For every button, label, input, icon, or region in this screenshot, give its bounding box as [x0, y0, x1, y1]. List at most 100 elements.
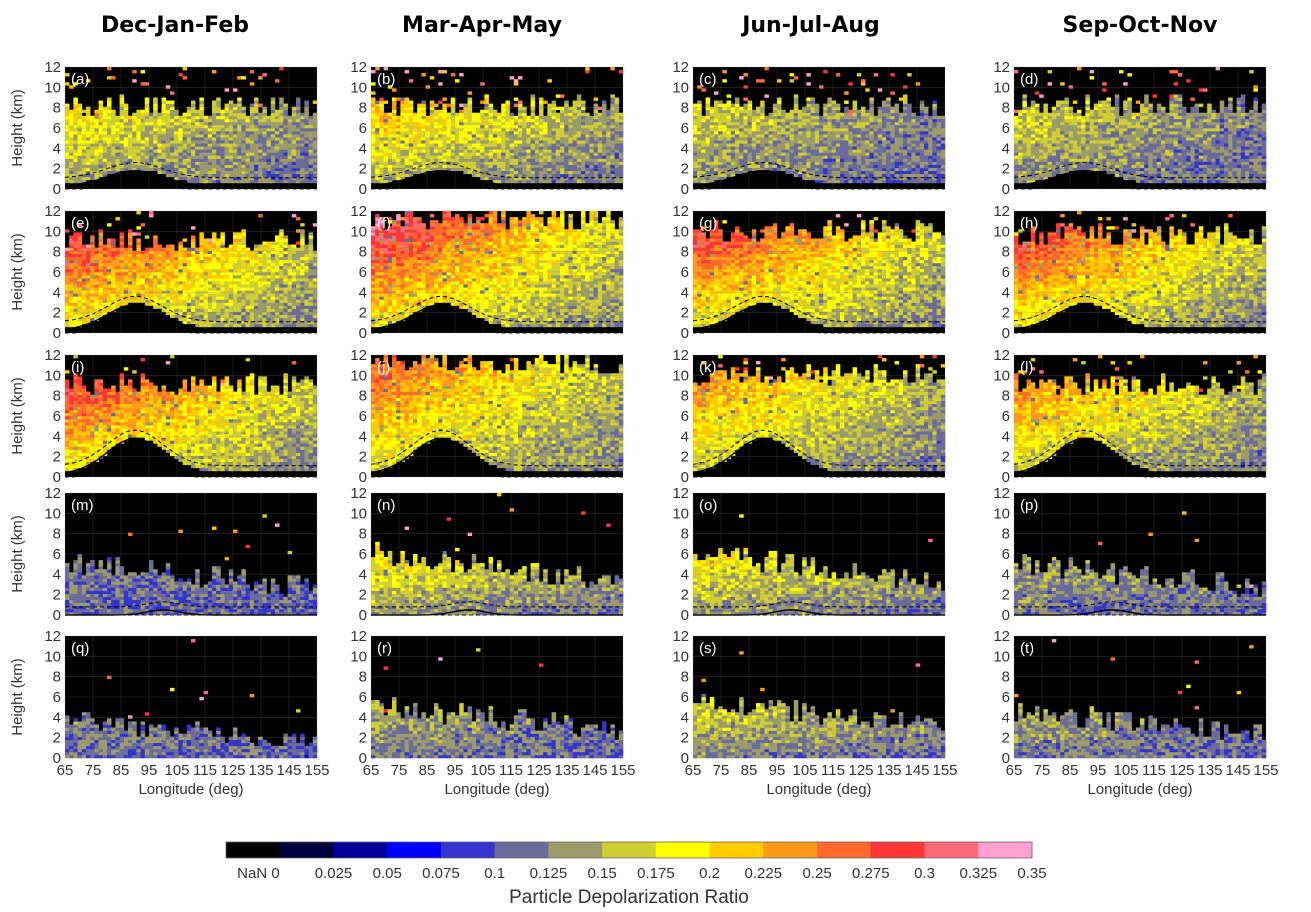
- heatmap-cell: [149, 137, 154, 140]
- heatmap-cell: [283, 159, 288, 162]
- heatmap-cell: [384, 152, 389, 155]
- heatmap-cell: [756, 140, 761, 143]
- heatmap-cell: [610, 180, 615, 183]
- heatmap-cell: [539, 113, 544, 116]
- heatmap-cell: [878, 140, 883, 143]
- heatmap-cell: [170, 110, 175, 113]
- heatmap-cell: [594, 146, 599, 149]
- heatmap-cell: [262, 134, 267, 137]
- heatmap-cell: [476, 116, 481, 119]
- heatmap-cell: [69, 180, 74, 183]
- heatmap-cell: [886, 98, 891, 101]
- heatmap-cell: [73, 143, 78, 146]
- heatmap-cell: [455, 116, 460, 119]
- heatmap-cell: [271, 159, 276, 162]
- heatmap-cell: [610, 116, 615, 119]
- heatmap-cell: [606, 134, 611, 137]
- heatmap-cell: [300, 143, 305, 146]
- heatmap-cell: [472, 146, 477, 149]
- heatmap-cell: [895, 171, 900, 174]
- heatmap-cell: [472, 134, 477, 137]
- heatmap-cell: [920, 180, 925, 183]
- heatmap-cell: [195, 110, 200, 113]
- heatmap-cell: [212, 159, 217, 162]
- heatmap-cell: [522, 180, 527, 183]
- heatmap-cell: [463, 113, 468, 116]
- heatmap-cell: [459, 119, 464, 122]
- heatmap-cell: [701, 152, 706, 155]
- heatmap-cell: [451, 122, 456, 125]
- heatmap-cell: [392, 110, 397, 113]
- heatmap-cell: [489, 146, 494, 149]
- heatmap-cell: [174, 143, 179, 146]
- heatmap-cell: [916, 159, 921, 162]
- heatmap-cell: [283, 140, 288, 143]
- heatmap-cell: [598, 143, 603, 146]
- heatmap-cell: [543, 171, 548, 174]
- heatmap-cell: [300, 149, 305, 152]
- heatmap-cell: [581, 159, 586, 162]
- heatmap-cell: [178, 159, 183, 162]
- heatmap-cell: [463, 131, 468, 134]
- heatmap-cell: [924, 174, 929, 177]
- heatmap-cell: [136, 152, 141, 155]
- heatmap-cell: [505, 140, 510, 143]
- heatmap-cell: [706, 152, 711, 155]
- heatmap-cell: [304, 165, 309, 168]
- heatmap-cell: [598, 137, 603, 140]
- heatmap-cell: [229, 113, 234, 116]
- heatmap-cell: [756, 134, 761, 137]
- heatmap-cell: [853, 171, 858, 174]
- heatmap-cell: [518, 119, 523, 122]
- heatmap-cell: [442, 116, 447, 119]
- heatmap-cell: [426, 119, 431, 122]
- heatmap-cell: [375, 162, 380, 165]
- heatmap-cell: [903, 131, 908, 134]
- heatmap-cell: [472, 152, 477, 155]
- heatmap-cell: [869, 131, 874, 134]
- heatmap-cell: [99, 110, 104, 113]
- heatmap-cell: [526, 152, 531, 155]
- heatmap-cell: [790, 140, 795, 143]
- heatmap-cell: [283, 113, 288, 116]
- heatmap-cell: [136, 165, 141, 168]
- heatmap-cell: [438, 70, 443, 73]
- heatmap-cell: [421, 73, 426, 76]
- heatmap-cell: [564, 140, 569, 143]
- heatmap-cell: [379, 171, 384, 174]
- heatmap-cell: [874, 174, 879, 177]
- heatmap-cell: [861, 162, 866, 165]
- heatmap-cell: [920, 143, 925, 146]
- heatmap-cell: [577, 110, 582, 113]
- heatmap-cell: [895, 104, 900, 107]
- heatmap-cell: [225, 146, 230, 149]
- heatmap-cell: [296, 134, 301, 137]
- heatmap-cell: [442, 134, 447, 137]
- heatmap-cell: [111, 119, 116, 122]
- heatmap-cell: [615, 140, 620, 143]
- heatmap-cell: [895, 180, 900, 183]
- heatmap-cell: [911, 171, 916, 174]
- heatmap-cell: [225, 152, 230, 155]
- heatmap-cell: [798, 143, 803, 146]
- y-tick-label: 6: [53, 120, 61, 137]
- heatmap-cell: [447, 113, 452, 116]
- heatmap-cell: [497, 152, 502, 155]
- heatmap-cell: [743, 116, 748, 119]
- heatmap-cell: [484, 134, 489, 137]
- heatmap-cell: [840, 134, 845, 137]
- heatmap-cell: [844, 137, 849, 140]
- heatmap-cell: [78, 165, 83, 168]
- heatmap-cell: [99, 149, 104, 152]
- heatmap-cell: [748, 149, 753, 152]
- heatmap-cell: [916, 143, 921, 146]
- heatmap-cell: [920, 122, 925, 125]
- heatmap-cell: [589, 122, 594, 125]
- heatmap-cell: [869, 110, 874, 113]
- heatmap-cell: [124, 146, 129, 149]
- heatmap-cell: [463, 128, 468, 131]
- heatmap-cell: [790, 171, 795, 174]
- heatmap-cell: [785, 113, 790, 116]
- heatmap-cell: [65, 162, 70, 165]
- heatmap-cell: [543, 155, 548, 158]
